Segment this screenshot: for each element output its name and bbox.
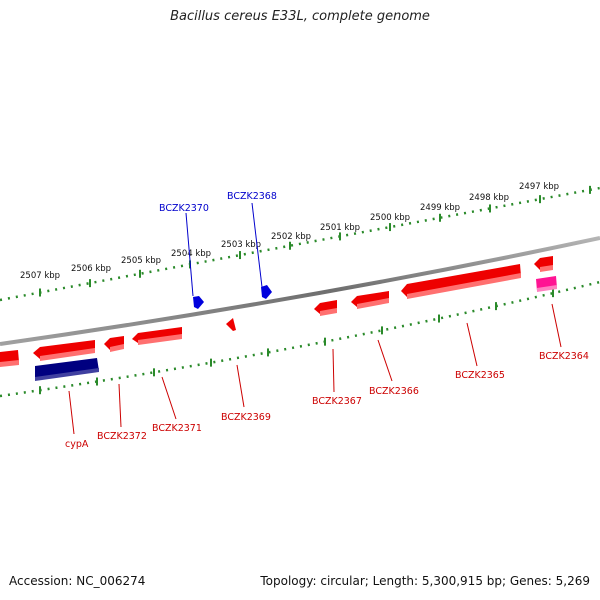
reverse-gene-leader: [161, 376, 177, 420]
reverse-gene-label: BCZK2364: [539, 351, 589, 362]
forward-gene-label: BCZK2370: [159, 203, 209, 214]
forward-gene-leader: [185, 212, 194, 297]
reverse-gene-label: BCZK2366: [369, 386, 419, 397]
reverse-gene-upper-left-shade: [40, 348, 95, 361]
kbp-ticks: [39, 185, 591, 395]
reverse-gene-label: cypA: [65, 439, 89, 450]
gene-bczk2366-shade: [357, 298, 389, 309]
forward-genes: BCZK2370 BCZK2368: [159, 191, 277, 309]
kbp-label: 2498 kbp: [469, 193, 509, 203]
reverse-gene-leader: [118, 383, 122, 428]
genome-backbone: [0, 236, 600, 346]
gene-bczk2367-shade: [320, 308, 337, 316]
reverse-gene-leader: [377, 339, 393, 382]
reverse-gene-leader: [68, 390, 75, 435]
kbp-label: 2506 kbp: [71, 264, 111, 274]
genome-title: Bacillus cereus E33L, complete genome: [170, 9, 430, 24]
kbp-label: 2500 kbp: [370, 213, 410, 223]
gene-bczk2364-shade: [537, 285, 557, 292]
kbp-label: 2501 kbp: [320, 223, 360, 233]
gene-bczk2371-shade: [138, 334, 182, 345]
reverse-gene-partial-shade: [0, 360, 19, 367]
accession-text: Accession: NC_006274: [9, 574, 146, 588]
kbp-label: 2507 kbp: [20, 271, 60, 281]
gene-bczk2371[interactable]: [132, 327, 182, 343]
genome-summary: Topology: circular; Length: 5,300,915 bp…: [260, 574, 590, 588]
gene-bczk2369[interactable]: [226, 318, 236, 331]
gene-bczk2366[interactable]: [351, 291, 389, 307]
gene-cypA[interactable]: [35, 358, 99, 380]
reverse-gene-leader: [551, 303, 562, 348]
reverse-genes: cypA BCZK2372 BCZK2371 BCZK2369 BCZK2367…: [0, 256, 589, 450]
kbp-label: 2499 kbp: [420, 203, 460, 213]
reverse-gene-label: BCZK2367: [312, 396, 362, 407]
reverse-gene-label: BCZK2371: [152, 423, 202, 434]
gene-cypA-shade: [35, 368, 99, 381]
forward-gene-bczk2370[interactable]: [193, 296, 204, 309]
kbp-label: 2504 kbp: [171, 249, 211, 259]
forward-gene-label: BCZK2368: [227, 191, 277, 202]
reverse-gene-label: BCZK2369: [221, 412, 271, 423]
reverse-gene-label: BCZK2365: [455, 370, 505, 381]
reverse-gene-label: BCZK2372: [97, 431, 147, 442]
inner-ruler: [0, 280, 600, 398]
kbp-label: 2505 kbp: [121, 256, 161, 266]
reverse-gene-leader: [332, 348, 335, 393]
outer-ruler: [0, 186, 600, 302]
gene-bczk2365[interactable]: [401, 264, 521, 297]
forward-gene-bczk2368[interactable]: [261, 285, 272, 299]
forward-gene-leader: [251, 202, 263, 288]
reverse-gene-leader: [236, 364, 245, 408]
reverse-gene-upper-left[interactable]: [33, 340, 95, 359]
kbp-label: 2497 kbp: [519, 182, 559, 192]
kbp-label: 2503 kbp: [221, 240, 261, 250]
reverse-gene-top-right-shade: [540, 265, 553, 272]
gene-bczk2365-shade: [407, 273, 521, 299]
reverse-gene-leader: [466, 322, 478, 367]
gene-bczk2372-shade: [110, 344, 124, 352]
kbp-label: 2502 kbp: [271, 232, 311, 242]
kbp-tick-labels: 2507 kbp 2506 kbp 2505 kbp 2504 kbp 2503…: [20, 182, 559, 281]
